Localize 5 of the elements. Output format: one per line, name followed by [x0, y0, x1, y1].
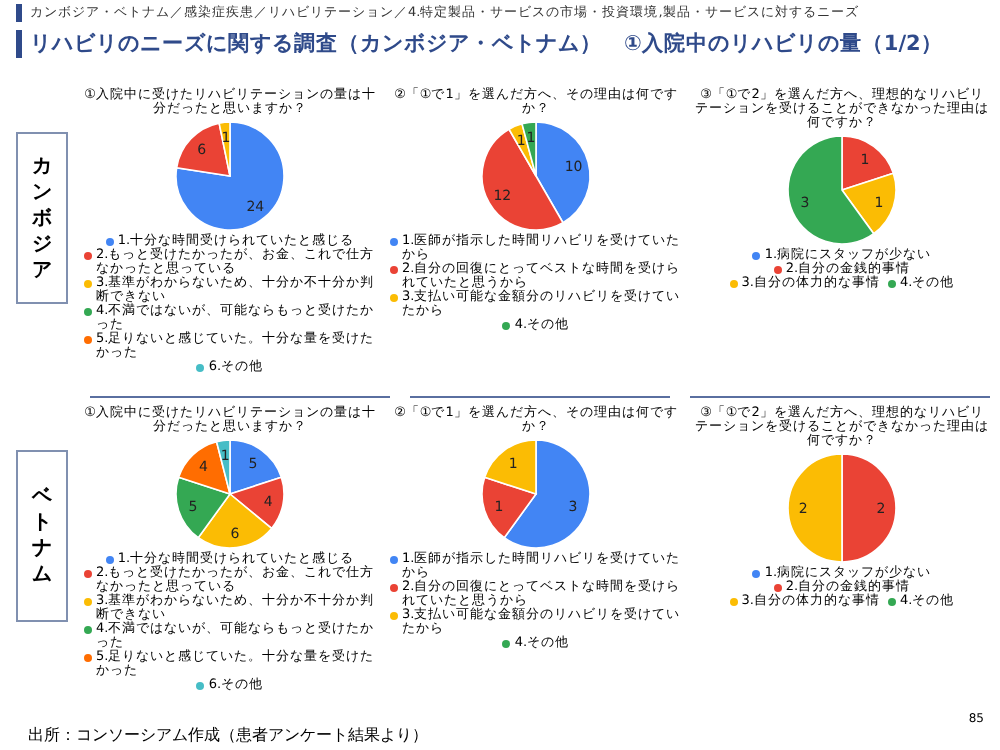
text: ベトナム: [31, 484, 53, 588]
text: リハビリのニーズに関する調査（カンボジア・ベトナム） ①入院中のリハビリの量（1/2）: [16, 30, 943, 58]
pie-slice: [175, 121, 285, 231]
text: 出所：コンソーシアム作成（患者アンケート結果より）: [28, 724, 428, 746]
text: カンボジア: [31, 153, 53, 283]
